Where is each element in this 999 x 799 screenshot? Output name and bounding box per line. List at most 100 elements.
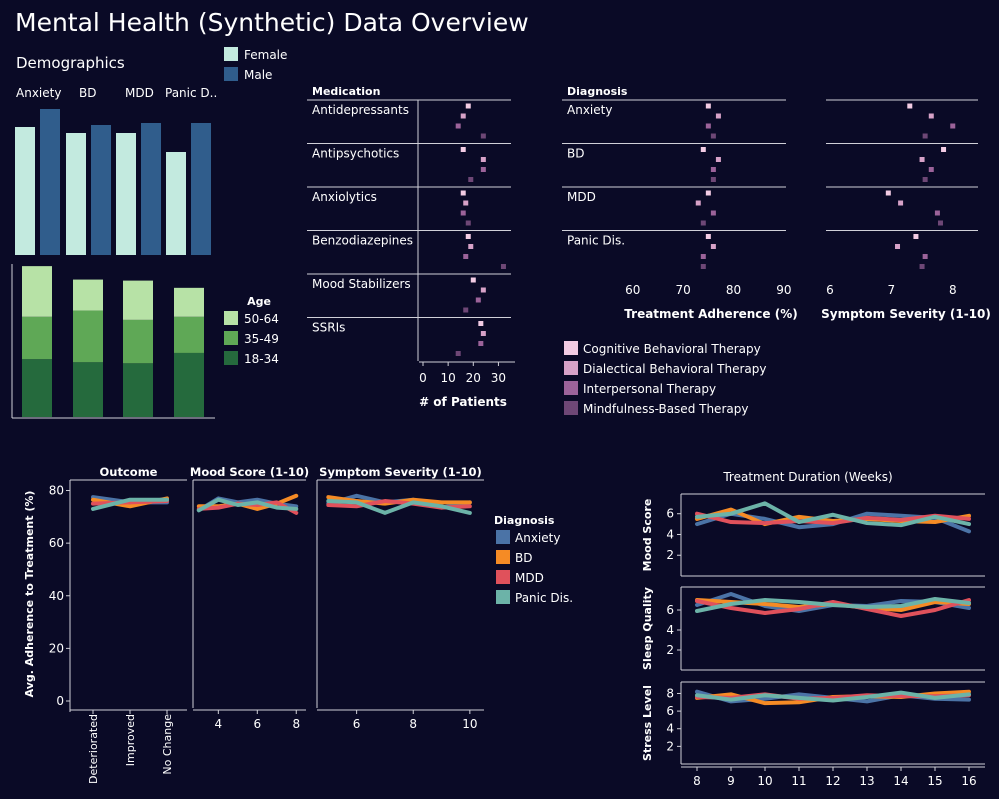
dotplot-point [463,200,469,206]
dotplot-point [700,147,706,152]
dotplot-point [705,123,711,129]
dotplot-point [922,254,928,259]
dotplot-point [700,220,706,226]
duration-y-tick-label: 4 [666,527,674,541]
dotplot-point [705,103,711,109]
dotplot-x-tick-label: 0 [419,371,427,385]
dotplot-x-axis-title: Symptom Severity (1-10) [821,307,991,321]
therapy-legend-label: Cognitive Behavioral Therapy [583,342,761,356]
therapy-legend-label: Dialectical Behavioral Therapy [583,362,767,376]
diagnosis-legend-label: BD [515,551,532,565]
duration-y-tick-label: 2 [666,739,674,753]
dotplot-point [700,254,706,259]
dotplot-point [710,244,716,249]
adherence-y-tick-label: 0 [56,694,64,708]
adherence-x-tick-label: 4 [215,717,223,731]
dotplot-point [928,167,934,172]
adherence-series-line [196,497,299,513]
dotplot-group-label: Antipsychotics [312,147,399,161]
dotplot-x-tick-label: 30 [491,371,506,385]
dotplot-point [922,133,928,139]
dotplot-point [480,157,486,162]
dotplot-point [922,177,928,182]
dotplot-point [460,210,466,216]
adherence-y-axis-title: Avg. Adherence to Treatment (%) [23,491,36,698]
age-legend-label: 35-49 [244,332,279,346]
duration-series-line [695,511,971,526]
gender-legend-label: Female [244,48,287,62]
duration-x-tick-label: 13 [859,774,874,788]
dotplot-point [919,157,925,162]
duration-x-tick-label: 9 [727,774,735,788]
diagnosis-legend-swatch [496,550,510,564]
adherence-x-tick-label: Deteriorated [87,714,100,784]
dotplot-x-tick-label: 20 [466,371,481,385]
diagnosis-legend-swatch [496,570,510,584]
dotplot-point [460,113,466,119]
adherence-x-tick-label: 8 [409,717,417,731]
therapy-legend-swatch [564,381,578,395]
dotplot-point [468,177,474,182]
demographics-bar [191,123,211,255]
age-stacked-bar [174,287,204,317]
therapy-legend-label: Mindfulness-Based Therapy [583,402,748,416]
duration-y-tick-label: 2 [666,643,674,657]
dotplot-point [928,113,934,119]
duration-y-tick-label: 6 [666,507,674,521]
dotplot-point [895,244,901,249]
duration-y-tick-label: 2 [666,548,674,562]
duration-y-tick-label: 4 [666,722,674,736]
dotplot-point [455,351,461,356]
dotplot-point [455,123,461,129]
dotplot-point [710,210,716,216]
age-stacked-bar [22,266,52,317]
dotplot-point [478,341,484,346]
dotplot-point [463,254,469,259]
dotplot-point [710,167,716,172]
adherence-x-tick-label: 6 [353,717,361,731]
demographics-bar [91,125,111,255]
demographics-bar [141,123,161,255]
diagnosis-legend-title: Diagnosis [494,514,555,527]
duration-x-tick-label: 10 [757,774,772,788]
duration-y-axis-title: Sleep Quality [641,587,654,670]
age-legend-title: Age [247,295,271,308]
adherence-y-tick-label: 80 [49,484,64,498]
dotplot-group-label: Benzodiazepines [312,234,413,248]
dotplot-point [934,210,940,216]
dotplot-x-axis-title: Treatment Adherence (%) [624,307,797,321]
age-stacked-bar [174,316,204,353]
dotplot-point [480,331,486,336]
dotplot-point [700,264,706,269]
dotplot-title: Medication [312,85,380,98]
dotplot-x-tick-label: 10 [441,371,456,385]
dotplot-x-axis-title: # of Patients [419,395,507,409]
diagnosis-legend-label: MDD [515,571,544,585]
age-stacked-bar [73,279,103,311]
dotplot-group-label: Anxiolytics [312,190,377,204]
duration-series-line [695,597,971,613]
dotplot-x-tick-label: 70 [676,283,691,297]
age-stacked-bar [123,363,153,417]
therapy-legend-swatch [564,401,578,415]
dotplot-x-tick-label: 80 [726,283,741,297]
dotplot-point [463,307,469,313]
duration-x-tick-label: 15 [927,774,942,788]
adherence-y-tick-label: 40 [49,589,64,603]
duration-y-tick-label: 4 [666,623,674,637]
age-legend-swatch [224,311,238,325]
age-legend-swatch [224,331,238,345]
duration-title: Treatment Duration (Weeks) [722,470,892,484]
duration-series-line [695,690,971,703]
demographics-title: Demographics [16,54,125,72]
dotplot-point [715,113,721,119]
dotplot-point [475,297,481,303]
dotplot-point [705,190,711,196]
gender-legend-swatch [224,47,238,61]
dotplot-point [460,190,466,196]
dotplot-title: Diagnosis [567,85,628,98]
dotplot-point [695,200,701,206]
adherence-panel-title: Mood Score (1-10) [190,465,309,479]
age-legend-label: 18-34 [244,352,279,366]
